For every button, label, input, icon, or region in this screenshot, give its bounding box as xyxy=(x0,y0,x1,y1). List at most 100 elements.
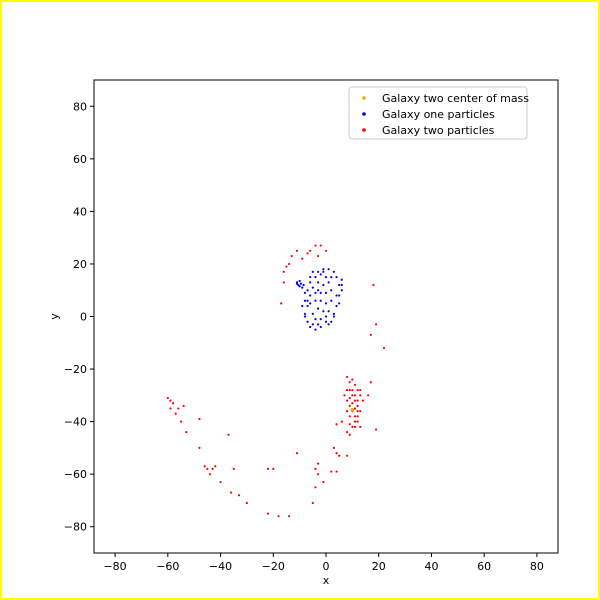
data-point xyxy=(374,323,378,326)
data-point xyxy=(282,270,285,273)
data-point xyxy=(340,283,343,287)
data-point xyxy=(319,244,322,247)
data-point xyxy=(316,289,320,292)
data-point xyxy=(353,407,357,410)
data-point xyxy=(351,378,354,381)
data-point xyxy=(353,383,357,386)
data-point xyxy=(369,381,372,384)
x-tick-label: −60 xyxy=(156,560,179,573)
data-points xyxy=(166,244,386,518)
legend: Galaxy two center of mass Galaxy one part… xyxy=(348,86,529,140)
data-point xyxy=(319,273,322,276)
x-tick-label: 20 xyxy=(372,560,386,573)
data-point xyxy=(309,302,312,305)
y-tick-label: −40 xyxy=(64,416,87,429)
data-point xyxy=(372,283,375,287)
x-axis-label: x xyxy=(323,574,330,587)
x-tick-label: 40 xyxy=(424,560,438,573)
data-point xyxy=(309,325,312,329)
data-point xyxy=(306,304,309,308)
data-point xyxy=(359,425,362,428)
data-point xyxy=(324,320,328,323)
legend-label: Galaxy two particles xyxy=(382,124,495,137)
data-point xyxy=(361,399,365,402)
data-point xyxy=(330,299,333,302)
data-point xyxy=(356,388,359,392)
data-point xyxy=(245,501,249,505)
data-point xyxy=(322,310,325,313)
data-point xyxy=(340,420,343,423)
data-point xyxy=(348,404,351,407)
data-point xyxy=(374,428,378,431)
data-point xyxy=(179,420,183,423)
data-point xyxy=(345,410,349,413)
data-point xyxy=(303,299,307,302)
y-tick-label: −80 xyxy=(64,521,87,534)
data-point xyxy=(301,286,304,289)
y-tick-label: −60 xyxy=(64,468,87,481)
data-point xyxy=(335,452,338,455)
data-point xyxy=(359,394,362,397)
data-point xyxy=(353,394,357,397)
data-point xyxy=(303,315,307,318)
legend-label: Galaxy one particles xyxy=(382,108,495,121)
data-point xyxy=(356,410,359,413)
data-point xyxy=(198,446,201,449)
data-point xyxy=(369,333,372,336)
data-point xyxy=(309,281,312,284)
data-point xyxy=(338,454,341,457)
data-point xyxy=(309,275,312,279)
data-point xyxy=(295,452,299,455)
data-point xyxy=(335,423,338,426)
data-point xyxy=(324,249,328,252)
data-point xyxy=(208,473,212,476)
data-point xyxy=(316,281,320,284)
data-point xyxy=(301,257,304,260)
data-point xyxy=(282,281,285,284)
data-point xyxy=(306,252,309,255)
data-point xyxy=(229,491,233,494)
data-point xyxy=(302,283,305,287)
data-point xyxy=(332,312,336,315)
data-point xyxy=(316,254,320,258)
data-point xyxy=(227,433,230,436)
data-point xyxy=(295,282,299,285)
data-point xyxy=(277,515,280,518)
data-point xyxy=(353,415,357,418)
data-point xyxy=(198,417,201,421)
data-point xyxy=(314,291,317,294)
data-point xyxy=(351,402,354,405)
data-point xyxy=(359,388,362,392)
data-point xyxy=(232,467,235,471)
data-point xyxy=(353,399,357,402)
data-point xyxy=(287,262,291,266)
data-point xyxy=(332,315,336,318)
x-tick-label: −40 xyxy=(209,560,232,573)
data-point xyxy=(174,412,177,415)
data-point xyxy=(322,268,325,271)
legend-marker xyxy=(362,112,366,116)
data-point xyxy=(345,375,349,379)
data-point xyxy=(298,279,301,283)
data-point xyxy=(350,407,355,412)
data-point xyxy=(338,302,341,305)
data-point xyxy=(348,423,351,426)
y-tick-label: 40 xyxy=(73,205,87,218)
data-point xyxy=(322,270,325,273)
data-point xyxy=(280,302,283,305)
series-galaxy-two-center-of-mass xyxy=(350,407,355,412)
data-point xyxy=(345,388,349,392)
data-point xyxy=(338,283,341,287)
data-point xyxy=(335,294,338,297)
data-point xyxy=(327,310,330,313)
data-point xyxy=(311,323,314,326)
data-point xyxy=(169,399,172,402)
data-point xyxy=(309,249,312,252)
data-point xyxy=(330,289,333,292)
data-point xyxy=(311,270,314,273)
data-point xyxy=(211,467,214,471)
data-point xyxy=(351,388,354,392)
data-point xyxy=(340,278,343,281)
data-point xyxy=(237,494,241,497)
